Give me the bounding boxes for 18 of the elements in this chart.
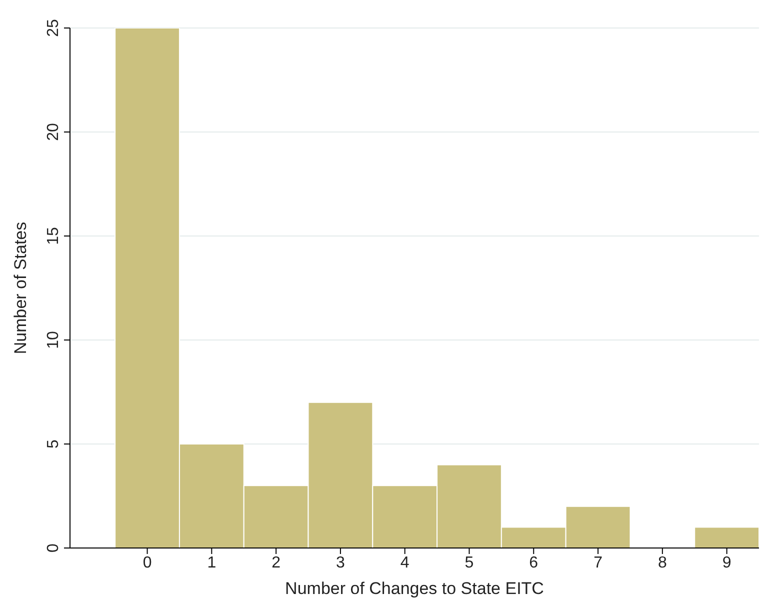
y-axis-title: Number of States: [11, 222, 30, 354]
y-tick-label: 5: [45, 439, 62, 448]
y-tick-label: 10: [45, 331, 62, 349]
x-tick-label: 9: [722, 554, 732, 572]
y-tick-label: 20: [45, 123, 62, 141]
x-tick-label: 8: [658, 554, 667, 572]
x-tick-label: 1: [207, 554, 216, 572]
x-tick-label: 5: [464, 554, 474, 572]
x-tick-label: 7: [594, 554, 603, 572]
x-tick-label: 2: [272, 554, 281, 572]
y-tick-label: 0: [45, 543, 62, 552]
x-tick-label: 0: [142, 554, 152, 572]
x-axis-title: Number of Changes to State EITC: [285, 579, 544, 598]
x-tick-label: 3: [336, 554, 345, 572]
x-tick-label: 6: [529, 554, 538, 572]
y-tick-label: 15: [45, 227, 62, 245]
x-tick-label: 4: [400, 554, 410, 572]
y-tick-label: 25: [45, 19, 62, 37]
